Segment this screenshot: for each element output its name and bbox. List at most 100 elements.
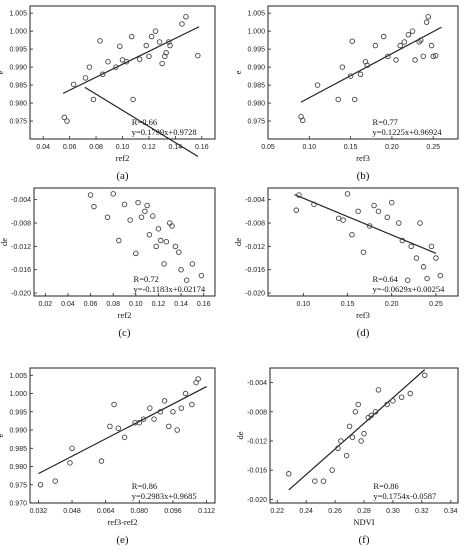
data-point	[91, 203, 97, 210]
regression-line	[294, 193, 437, 254]
data-point	[117, 43, 123, 50]
x-tick-label: 0.16	[195, 144, 209, 151]
data-point	[183, 277, 190, 283]
data-point	[420, 264, 427, 270]
chart-panel-e: 0.032 0.048 0.064 0.080 0.096 0.112 0.970 0.975…	[0, 367, 216, 546]
correlation-label: R=0.77	[373, 117, 398, 127]
plot-frame	[29, 367, 216, 504]
y-tick-label: 0.980	[9, 464, 27, 471]
y-tick-label: -0.004	[11, 197, 31, 204]
data-point	[86, 64, 93, 70]
y-tick-label: 0.990	[9, 65, 27, 72]
regression-line	[62, 26, 200, 94]
data-point	[346, 423, 353, 430]
data-point	[195, 52, 201, 59]
panel-label: (f)	[359, 534, 370, 546]
x-tick-label: 0.15	[344, 144, 358, 151]
data-point	[375, 208, 382, 215]
y-tick-label: 0.995	[247, 47, 265, 54]
y-tick-label: 0.995	[9, 409, 27, 416]
data-point	[404, 277, 411, 283]
data-point	[161, 398, 168, 404]
data-point	[130, 96, 136, 103]
y-tick-label: 1.000	[247, 29, 265, 36]
data-point	[170, 409, 176, 415]
data-point	[311, 201, 317, 208]
data-point	[296, 192, 302, 198]
data-point	[176, 249, 182, 255]
x-tick-label: 0.10	[116, 144, 130, 151]
data-point	[349, 231, 355, 238]
data-point	[151, 416, 157, 422]
data-point	[357, 71, 364, 78]
y-tick-label: -0.008	[11, 221, 31, 228]
x-tick-label: 0.25	[426, 144, 440, 151]
y-axis-label: e	[233, 70, 243, 74]
regression-equation: y=0.1799x+0.9728	[132, 127, 197, 137]
data-point	[352, 409, 359, 415]
data-point	[113, 64, 119, 70]
x-tick-label: 0.04	[36, 144, 50, 151]
data-point	[339, 64, 346, 70]
data-point	[37, 482, 44, 488]
y-axis-label: e	[0, 433, 5, 437]
data-point	[314, 82, 321, 88]
data-point	[390, 398, 396, 404]
data-point	[417, 220, 423, 226]
data-point	[182, 390, 189, 397]
data-point	[329, 467, 335, 473]
data-point	[155, 226, 162, 232]
x-tick-label: 0.30	[386, 508, 400, 515]
data-point	[388, 199, 395, 206]
y-tick-label: -0.008	[245, 221, 265, 228]
y-tick-label: -0.020	[245, 291, 265, 298]
regression-equation: y=0.2983x+0.9685	[132, 491, 197, 501]
y-tick-label: 0.985	[9, 446, 27, 453]
data-point	[121, 201, 128, 208]
x-tick-label: 0.080	[131, 508, 149, 515]
chart-panel-d: 0.10 0.15 0.20 0.25 -0.004 -0.008 -0.012 -0.016…	[233, 187, 459, 339]
data-point	[70, 81, 77, 88]
x-tick-label: 0.16	[197, 301, 211, 308]
correlation-label: R=0.86	[373, 481, 398, 491]
data-point	[133, 250, 139, 257]
data-point	[189, 401, 195, 408]
x-tick-label: 0.14	[174, 301, 188, 308]
chart-panel-c: 0.02 0.04 0.06 0.08 0.10 0.12 0.14 0.16 -0.004 -0…	[0, 86, 216, 339]
data-point	[360, 249, 367, 255]
data-point	[344, 191, 351, 197]
data-point	[372, 42, 379, 49]
x-tick-label: 0.02	[39, 301, 53, 308]
regression-equation: y=0.1754x-0.0587	[373, 491, 436, 501]
data-point	[162, 53, 168, 60]
x-tick-label: 0.08	[89, 144, 103, 151]
y-tick-label: 0.985	[9, 83, 27, 90]
data-point	[423, 19, 430, 25]
y-tick-label: -0.012	[247, 438, 267, 445]
data-point	[123, 58, 130, 65]
regression-equation: y=-0.1183x+0.02174	[134, 284, 206, 294]
y-tick-label: 0.980	[247, 101, 265, 108]
y-tick-label: -0.012	[11, 244, 31, 251]
x-tick-label: 0.06	[63, 144, 77, 151]
y-tick-label: -0.016	[11, 267, 31, 274]
data-point	[409, 28, 416, 34]
panel-label: (b)	[357, 170, 370, 182]
y-tick-label: 0.975	[9, 119, 27, 126]
data-point	[364, 62, 370, 69]
data-point	[61, 114, 68, 121]
data-point	[104, 214, 111, 220]
data-point	[165, 39, 172, 45]
data-point	[418, 37, 424, 43]
data-point	[371, 202, 377, 209]
data-point	[69, 445, 75, 452]
data-point	[420, 53, 427, 60]
data-point	[136, 56, 143, 62]
data-point	[401, 39, 408, 45]
data-point	[172, 243, 179, 250]
data-point	[335, 96, 341, 103]
data-point	[111, 401, 117, 408]
data-point	[52, 478, 58, 484]
y-tick-label: 0.980	[9, 101, 27, 108]
x-tick-label: 0.32	[415, 508, 429, 515]
